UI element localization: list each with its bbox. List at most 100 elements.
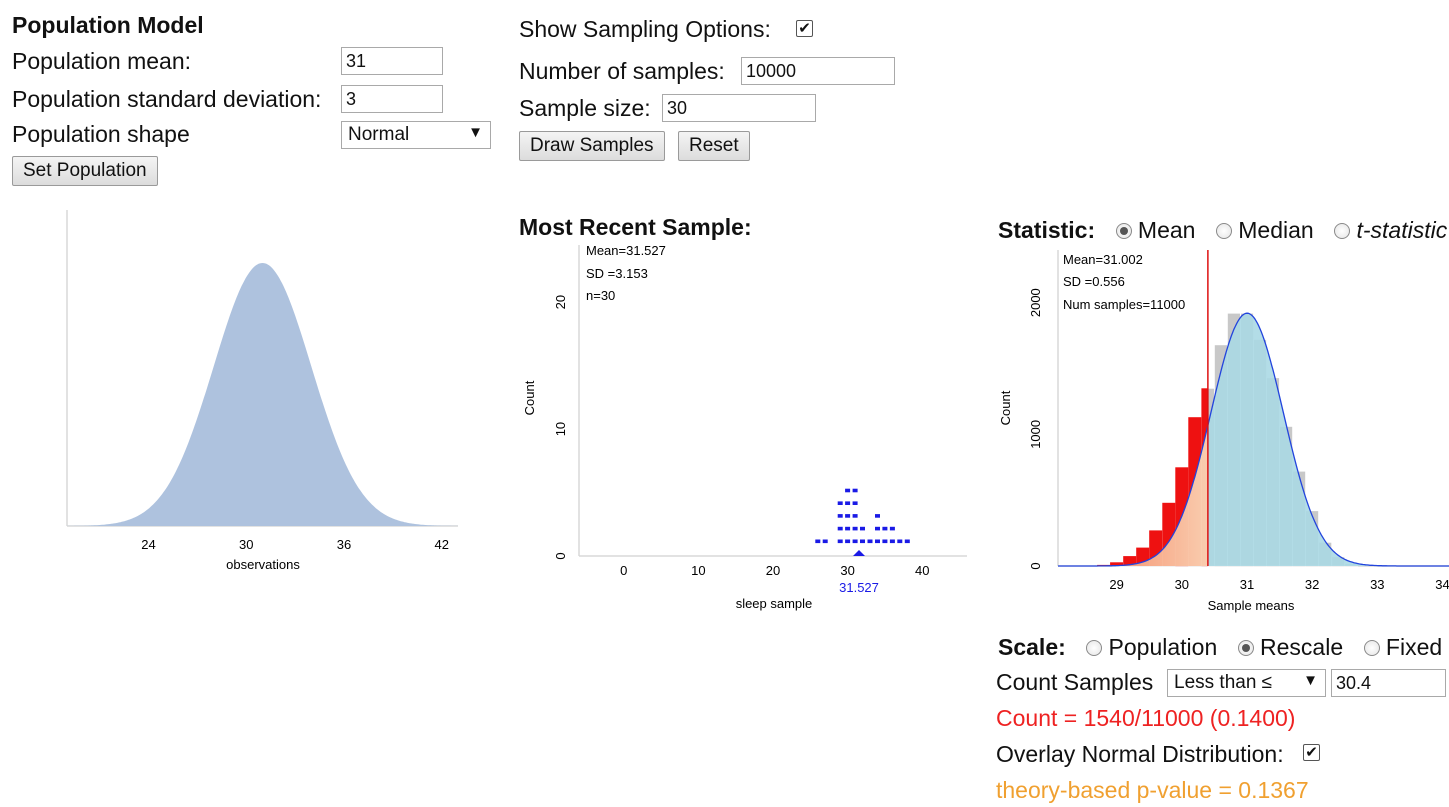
- mean-marker-icon: [853, 550, 866, 556]
- recent-x-tick: 20: [766, 563, 780, 578]
- checkmark-icon: ✔: [1305, 744, 1318, 761]
- means-stat-num: Num samples=11000: [1063, 297, 1185, 312]
- scale-option-population[interactable]: Population: [1086, 634, 1217, 661]
- recent-sample-title: Most Recent Sample:: [519, 214, 752, 240]
- statistic-option-median[interactable]: Median: [1215, 217, 1314, 244]
- statistic-option-tstat[interactable]: t-statistic: [1334, 217, 1447, 244]
- recent-stat-mean: Mean=31.527: [586, 243, 666, 258]
- count-mode-select[interactable]: Less than ≤ ▼: [1167, 669, 1326, 697]
- sample-point: [852, 526, 858, 531]
- overlay-normal-checkbox[interactable]: ✔: [1303, 744, 1320, 761]
- means-x-label: Sample means: [1208, 598, 1295, 613]
- means-stat-mean: Mean=31.002: [1063, 252, 1143, 267]
- recent-x-tick: 40: [915, 563, 929, 578]
- body-area: [1207, 313, 1449, 566]
- radio-icon: [1215, 223, 1232, 239]
- recent-x-tick: 30: [840, 563, 854, 578]
- means-y-tick: 1000: [1028, 420, 1043, 449]
- population-density-area: [67, 263, 458, 526]
- scale-option-rescale[interactable]: Rescale: [1237, 634, 1344, 661]
- scale-option-fixed[interactable]: Fixed: [1363, 634, 1443, 661]
- recent-x-tick: 0: [620, 563, 627, 578]
- scale-label: Scale:: [998, 634, 1066, 660]
- sample-point: [860, 539, 865, 544]
- sample-point: [875, 526, 880, 531]
- sample-point: [882, 539, 888, 544]
- count-result: Count = 1540/11000 (0.1400): [996, 705, 1296, 731]
- sample-point: [882, 526, 888, 531]
- show-sampling-checkbox[interactable]: ✔: [796, 20, 813, 37]
- sample-point: [860, 526, 865, 531]
- set-population-button[interactable]: Set Population: [12, 156, 158, 186]
- population-x-tick: 36: [337, 537, 351, 552]
- statistic-label: Statistic:: [998, 217, 1096, 243]
- sample-point: [845, 526, 851, 531]
- population-shape-value: Normal: [348, 124, 410, 145]
- sample-point: [875, 539, 880, 544]
- statistic-option-mean-label: Mean: [1137, 217, 1196, 243]
- recent-sample-chart: Mean=31.527 SD =3.153 n=30 0 10 20 30 40 0 10 2…: [522, 243, 967, 611]
- dropdown-arrow-icon: ▼: [468, 124, 483, 141]
- theory-pvalue: theory-based p-value = 0.1367: [996, 777, 1309, 803]
- statistic-option-tstat-label: t-statistic: [1356, 217, 1448, 243]
- tail-bar: [1123, 556, 1137, 566]
- recent-y-tick: 0: [553, 552, 568, 559]
- sample-point: [867, 539, 873, 544]
- means-stat-sd: SD =0.556: [1063, 274, 1125, 289]
- means-x-tick: 33: [1370, 577, 1384, 592]
- scale-option-rescale-label: Rescale: [1260, 634, 1344, 660]
- sample-point: [897, 539, 903, 544]
- population-sd-input[interactable]: [341, 85, 443, 113]
- mean-marker-label: 31.527: [839, 580, 879, 595]
- statistic-option-median-label: Median: [1238, 217, 1314, 243]
- sample-point: [837, 539, 843, 544]
- population-sd-label: Population standard deviation:: [12, 86, 322, 112]
- count-threshold-input[interactable]: [1331, 669, 1446, 697]
- sample-point: [822, 539, 828, 544]
- sample-size-input[interactable]: [662, 94, 816, 122]
- num-samples-label: Number of samples:: [519, 58, 725, 84]
- means-x-tick: 34: [1435, 577, 1449, 592]
- sample-point: [845, 501, 851, 505]
- means-y-tick: 0: [1028, 562, 1043, 569]
- sample-point: [852, 539, 858, 544]
- sample-point: [845, 488, 851, 493]
- scale-option-fixed-label: Fixed: [1385, 634, 1443, 660]
- scale-options: Scale: Population Rescale Fixed: [998, 634, 1442, 661]
- population-mean-input[interactable]: [341, 47, 443, 75]
- radio-icon: [1115, 223, 1132, 239]
- recent-y-tick: 10: [553, 422, 568, 436]
- recent-x-tick: 10: [691, 563, 705, 578]
- population-x-tick: 24: [141, 537, 155, 552]
- population-shape-select[interactable]: Normal ▼: [341, 121, 491, 149]
- means-x-tick: 32: [1305, 577, 1319, 592]
- tail-area: [1058, 425, 1208, 566]
- statistic-option-mean[interactable]: Mean: [1115, 217, 1196, 244]
- recent-x-label: sleep sample: [736, 596, 813, 611]
- population-model-title: Population Model: [12, 12, 204, 38]
- recent-y-tick: 20: [553, 295, 568, 309]
- sample-point: [852, 514, 858, 518]
- population-mean-label: Population mean:: [12, 48, 192, 74]
- radio-icon: [1363, 640, 1380, 656]
- draw-samples-button[interactable]: Draw Samples: [519, 131, 665, 161]
- sample-point: [889, 539, 895, 544]
- sample-point: [889, 526, 895, 531]
- population-x-tick: 42: [434, 537, 448, 552]
- sample-means-chart: 29 30 31 32 33 34 0 1000 2000 Mean=31.002 SD =0.…: [998, 250, 1449, 613]
- radio-icon: [1086, 640, 1103, 656]
- sample-point: [845, 514, 851, 518]
- recent-stat-sd: SD =3.153: [586, 266, 648, 281]
- reset-button[interactable]: Reset: [678, 131, 750, 161]
- radio-icon: [1237, 640, 1254, 656]
- sample-point: [875, 514, 880, 518]
- means-x-tick: 30: [1175, 577, 1189, 592]
- normal-overlay-curve: [1058, 312, 1449, 567]
- sample-point: [852, 488, 858, 493]
- overlay-normal-label: Overlay Normal Distribution:: [996, 741, 1284, 767]
- sample-point: [837, 514, 843, 518]
- tail-bar: [1110, 562, 1124, 566]
- sample-point: [837, 501, 843, 505]
- dropdown-arrow-icon: ▼: [1303, 672, 1318, 689]
- num-samples-input[interactable]: [741, 57, 895, 85]
